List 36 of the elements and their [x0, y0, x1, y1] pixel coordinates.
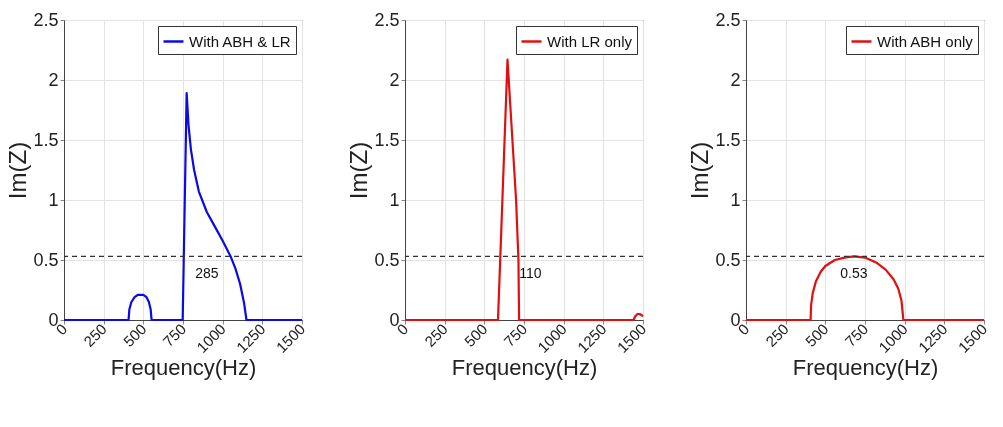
y-tick-label: 1: [389, 189, 400, 210]
x-tick-label: 250: [421, 320, 451, 350]
legend-label: With ABH only: [877, 32, 974, 50]
y-tick-label: 1.5: [33, 129, 59, 150]
legend-label: With ABH & LR: [189, 32, 291, 50]
y-tick-label: 1.5: [715, 129, 741, 150]
y-tick-label: 0.5: [33, 249, 59, 270]
y-tick-label: 2.5: [715, 9, 741, 30]
x-tick-label: 250: [762, 320, 792, 350]
x-tick-label: 500: [801, 320, 832, 350]
y-tick-label: 2: [730, 69, 741, 90]
y-tick-label: 1: [48, 189, 59, 210]
x-tick-label: 750: [841, 320, 872, 350]
y-tick-label: 1: [730, 189, 741, 210]
x-tick-label: 500: [119, 320, 150, 350]
annotation: 0.53: [840, 265, 868, 282]
x-tick-label: 250: [80, 320, 110, 350]
y-axis-title: Im(Z): [4, 141, 32, 200]
y-tick-label: 1.5: [374, 129, 400, 150]
legend-label: With LR only: [547, 32, 633, 50]
annotation: 285: [195, 265, 219, 282]
y-tick-label: 0.5: [374, 249, 400, 270]
x-tick-label: 750: [500, 320, 531, 350]
annotation: 110: [519, 265, 542, 282]
y-tick-label: 2.5: [374, 9, 400, 30]
y-tick-label: 2: [389, 69, 400, 90]
y-axis-title: Im(Z): [345, 141, 373, 200]
y-axis-title: Im(Z): [686, 141, 714, 200]
x-axis-title: Frequency(Hz): [110, 354, 257, 380]
y-tick-label: 0.5: [715, 249, 741, 270]
x-axis-title: Frequency(Hz): [451, 354, 598, 380]
x-tick-label: 500: [460, 320, 491, 350]
x-tick-label: 750: [159, 320, 190, 350]
y-tick-label: 2: [48, 69, 59, 90]
y-tick-label: 2.5: [33, 9, 59, 30]
x-axis-title: Frequency(Hz): [792, 354, 939, 380]
